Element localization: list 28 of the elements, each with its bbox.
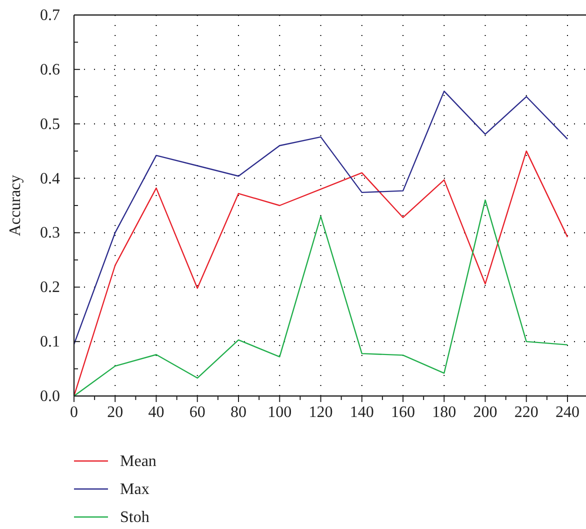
y-tick-label: 0.7 (40, 7, 60, 24)
legend-label: Max (120, 481, 150, 498)
y-tick-label: 0.6 (40, 61, 60, 78)
y-tick-label: 0.5 (40, 116, 60, 133)
line-series (73, 199, 568, 397)
y-tick-label: 0.4 (40, 170, 60, 188)
line-series (73, 150, 568, 397)
x-tick-label: 140 (350, 404, 374, 421)
x-tick-label: 240 (555, 404, 580, 421)
x-tick-label: 160 (390, 404, 415, 421)
x-tick-label: 20 (107, 404, 124, 421)
line-series (73, 90, 568, 345)
x-tick-label: 40 (148, 404, 164, 421)
x-tick-label: 220 (514, 404, 538, 421)
y-tick-label: 0.0 (40, 388, 60, 405)
y-tick-label: 0.1 (40, 334, 60, 351)
y-axis-title: Accuracy (7, 174, 24, 236)
legend-label: Mean (120, 453, 156, 470)
x-tick-label: 60 (189, 404, 206, 421)
x-tick-label: 200 (473, 404, 498, 421)
y-tick-label: 0.3 (40, 224, 60, 242)
x-tick-label: 80 (230, 404, 246, 421)
x-tick-label: 120 (308, 404, 333, 421)
y-tick-label: 0.2 (40, 279, 60, 296)
legend-label: Stoh (120, 509, 150, 526)
x-tick-label: 0 (70, 404, 78, 421)
x-tick-label: 100 (268, 404, 292, 421)
x-tick-label: 180 (432, 404, 456, 421)
